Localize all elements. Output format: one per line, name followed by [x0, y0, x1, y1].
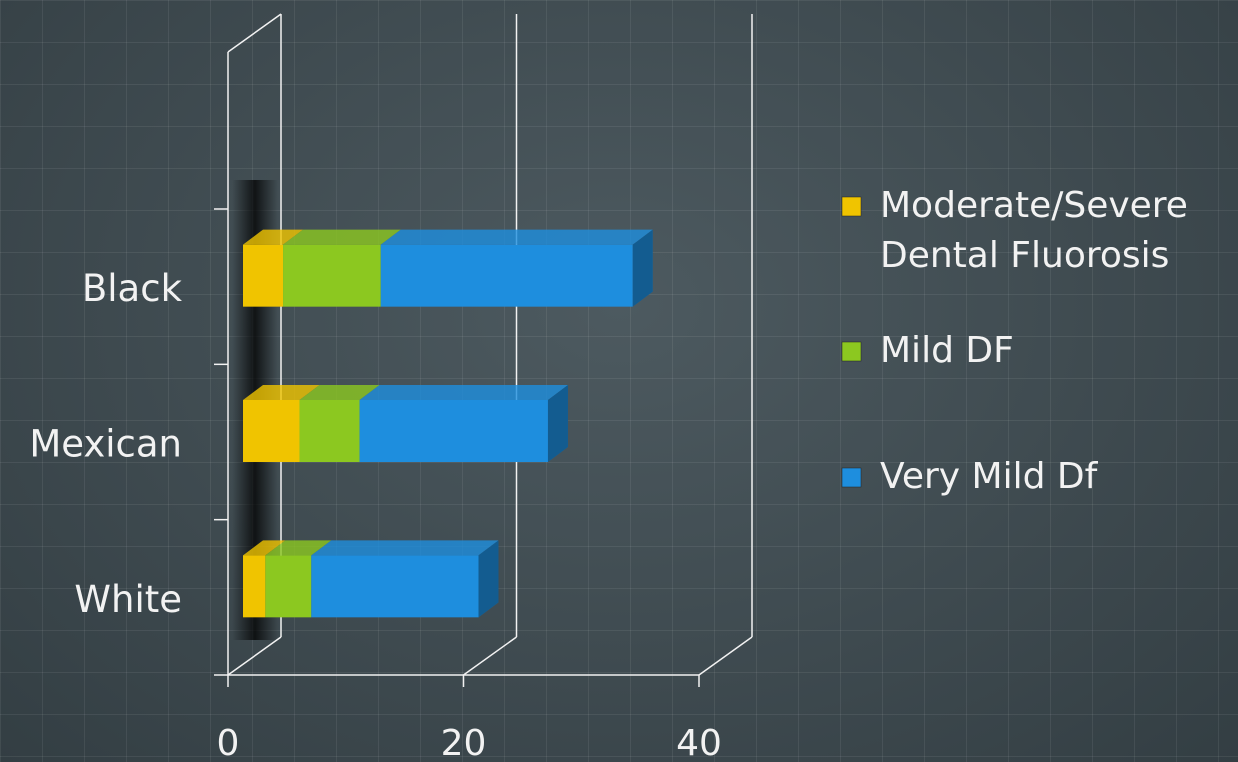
bar — [359, 400, 548, 462]
legend-swatch — [841, 196, 862, 217]
bar — [380, 244, 633, 307]
bar-top — [380, 229, 653, 245]
y-tick-label: White — [74, 578, 182, 621]
bar-top — [265, 540, 332, 556]
y-tick-label: Mexican — [29, 423, 182, 466]
bar — [283, 244, 381, 307]
bar — [299, 400, 360, 462]
grid-line — [698, 636, 753, 676]
grid-line — [463, 636, 517, 676]
x-tick-label: 20 — [441, 723, 487, 762]
grid-line — [227, 636, 282, 676]
bar — [243, 555, 266, 618]
bar-top — [299, 385, 380, 400]
bar-top — [311, 540, 499, 556]
x-tick-label: 0 — [217, 723, 240, 762]
bar-side — [632, 229, 653, 307]
bar-side-shade — [478, 540, 499, 618]
bar-top — [359, 385, 568, 400]
bar-side-shade — [632, 229, 653, 307]
bar-top — [243, 229, 304, 245]
wall-edge — [227, 13, 282, 53]
bar — [265, 555, 312, 618]
x-tick-label: 40 — [676, 723, 722, 762]
y-tick-label: Black — [82, 267, 183, 310]
legend-label: Very Mild Df — [880, 456, 1098, 497]
bar — [243, 244, 284, 307]
bar-top — [283, 229, 401, 245]
bar-side — [547, 385, 568, 462]
bar — [311, 555, 479, 618]
bar-side-shade — [547, 385, 568, 462]
bar-top — [243, 540, 286, 556]
bar — [243, 400, 300, 462]
bar-top — [243, 385, 320, 400]
legend-swatch — [841, 341, 862, 362]
bar-side — [478, 540, 499, 618]
legend-swatch — [841, 467, 862, 488]
legend-label: Mild DF — [880, 330, 1014, 371]
legend-label: Moderate/Severe Dental Fluorosis — [880, 185, 1188, 276]
